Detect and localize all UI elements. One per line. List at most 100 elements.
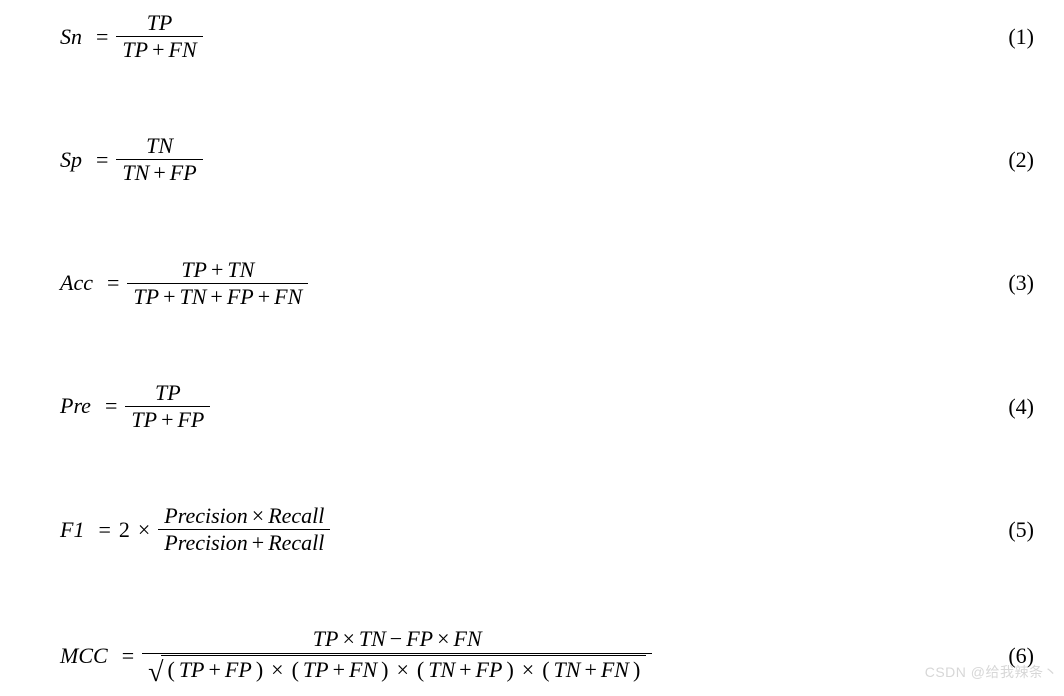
plus-sign: + xyxy=(161,407,173,432)
plus-sign: + xyxy=(152,37,164,62)
equals-sign: = xyxy=(105,394,117,418)
equation-2: Sp = TN TN+FP xyxy=(60,133,203,186)
eq6-number: (6) xyxy=(1008,643,1034,669)
term: TP xyxy=(303,657,329,682)
term: FP xyxy=(406,626,433,651)
term: Recall xyxy=(268,530,324,555)
eq1-lhs: Sn xyxy=(60,25,82,49)
eq6-lhs: MCC xyxy=(60,644,108,668)
term: FP xyxy=(476,657,503,682)
eq1-denominator: TP+FN xyxy=(116,37,202,63)
plus-sign: + xyxy=(210,284,222,309)
term: TN xyxy=(122,160,149,185)
sqrt-icon: √ xyxy=(148,663,163,683)
term: FP xyxy=(170,160,197,185)
sqrt-expression: √ (TP+FP)×(TP+FN)×(TN+FP)×(TN+FN) xyxy=(148,655,646,682)
term: TP xyxy=(179,657,205,682)
times-sign: × xyxy=(138,518,150,542)
equals-sign: = xyxy=(96,148,108,172)
equation-row-5: F1 = 2 × Precision×Recall Precision+Reca… xyxy=(60,503,1034,556)
rparen: ) xyxy=(633,657,640,682)
term: TP xyxy=(122,37,148,62)
eq5-numerator: Precision×Recall xyxy=(158,503,330,529)
eq3-denominator: TP+TN+FP+FN xyxy=(127,284,308,310)
plus-sign: + xyxy=(333,657,345,682)
eq3-numerator: TP+TN xyxy=(175,257,260,283)
term: FP xyxy=(177,407,204,432)
times-sign: × xyxy=(252,503,264,528)
term: TP xyxy=(133,284,159,309)
rparen: ) xyxy=(256,657,263,682)
eq2-denominator: TN+FP xyxy=(116,160,202,186)
equation-row-1: Sn = TP TP+FN (1) xyxy=(60,10,1034,63)
equation-row-6: MCC = TP×TN−FP×FN √ (TP+FP)×(TP+FN)×(TN+… xyxy=(60,626,1034,686)
rparen: ) xyxy=(381,657,388,682)
eq2-numerator: TN xyxy=(140,133,179,159)
plus-sign: + xyxy=(211,257,223,282)
equals-sign: = xyxy=(122,644,134,668)
term: FN xyxy=(169,37,197,62)
eq4-lhs: Pre xyxy=(60,394,91,418)
equation-4: Pre = TP TP+FP xyxy=(60,380,210,433)
eq6-fraction: TP×TN−FP×FN √ (TP+FP)×(TP+FN)×(TN+FP)×(T… xyxy=(142,626,652,686)
times-sign: × xyxy=(437,626,449,651)
rparen: ) xyxy=(506,657,513,682)
equation-6: MCC = TP×TN−FP×FN √ (TP+FP)×(TP+FN)×(TN+… xyxy=(60,626,652,686)
lparen: ( xyxy=(417,657,424,682)
term: FP xyxy=(225,657,252,682)
eq6-denominator: √ (TP+FP)×(TP+FN)×(TN+FP)×(TN+FN) xyxy=(142,654,652,686)
term: TN xyxy=(359,626,386,651)
term: TN xyxy=(227,257,254,282)
plus-sign: + xyxy=(252,530,264,555)
equation-row-4: Pre = TP TP+FP (4) xyxy=(60,380,1034,433)
term: TP xyxy=(313,626,339,651)
plus-sign: + xyxy=(584,657,596,682)
lparen: ( xyxy=(542,657,549,682)
term: FP xyxy=(227,284,254,309)
equals-sign: = xyxy=(96,25,108,49)
term: TN xyxy=(554,657,581,682)
eq2-lhs: Sp xyxy=(60,148,82,172)
equals-sign: = xyxy=(107,271,119,295)
term: FN xyxy=(601,657,629,682)
equation-row-3: Acc = TP+TN TP+TN+FP+FN (3) xyxy=(60,257,1034,310)
sqrt-body: (TP+FP)×(TP+FN)×(TN+FP)×(TN+FN) xyxy=(161,655,646,682)
plus-sign: + xyxy=(153,160,165,185)
times-sign: × xyxy=(522,657,534,682)
term: Recall xyxy=(268,503,324,528)
term: Precision xyxy=(164,530,248,555)
eq5-number: (5) xyxy=(1008,517,1034,543)
term: TP xyxy=(131,407,157,432)
times-sign: × xyxy=(396,657,408,682)
times-sign: × xyxy=(342,626,354,651)
eq6-numerator: TP×TN−FP×FN xyxy=(307,626,488,652)
eq4-fraction: TP TP+FP xyxy=(125,380,210,433)
equation-3: Acc = TP+TN TP+TN+FP+FN xyxy=(60,257,308,310)
plus-sign: + xyxy=(258,284,270,309)
equations-block: Sn = TP TP+FN (1) Sp = TN TN+FP xyxy=(0,0,1064,696)
eq1-fraction: TP TP+FN xyxy=(116,10,202,63)
eq3-lhs: Acc xyxy=(60,271,93,295)
lparen: ( xyxy=(167,657,174,682)
eq1-number: (1) xyxy=(1008,24,1034,50)
times-sign: × xyxy=(271,657,283,682)
term: TP xyxy=(181,257,207,282)
term: TN xyxy=(428,657,455,682)
eq5-fraction: Precision×Recall Precision+Recall xyxy=(158,503,330,556)
equation-1: Sn = TP TP+FN xyxy=(60,10,203,63)
eq3-number: (3) xyxy=(1008,270,1034,296)
eq2-fraction: TN TN+FP xyxy=(116,133,202,186)
equation-row-2: Sp = TN TN+FP (2) xyxy=(60,133,1034,186)
eq1-numerator: TP xyxy=(141,10,179,36)
eq5-lhs: F1 xyxy=(60,518,84,542)
equation-5: F1 = 2 × Precision×Recall Precision+Reca… xyxy=(60,503,330,556)
term: Precision xyxy=(164,503,248,528)
eq4-denominator: TP+FP xyxy=(125,407,210,433)
lparen: ( xyxy=(292,657,299,682)
term: FN xyxy=(454,626,482,651)
term: FN xyxy=(349,657,377,682)
plus-sign: + xyxy=(163,284,175,309)
eq5-coef: 2 xyxy=(119,518,130,542)
plus-sign: + xyxy=(459,657,471,682)
term: TN xyxy=(180,284,207,309)
